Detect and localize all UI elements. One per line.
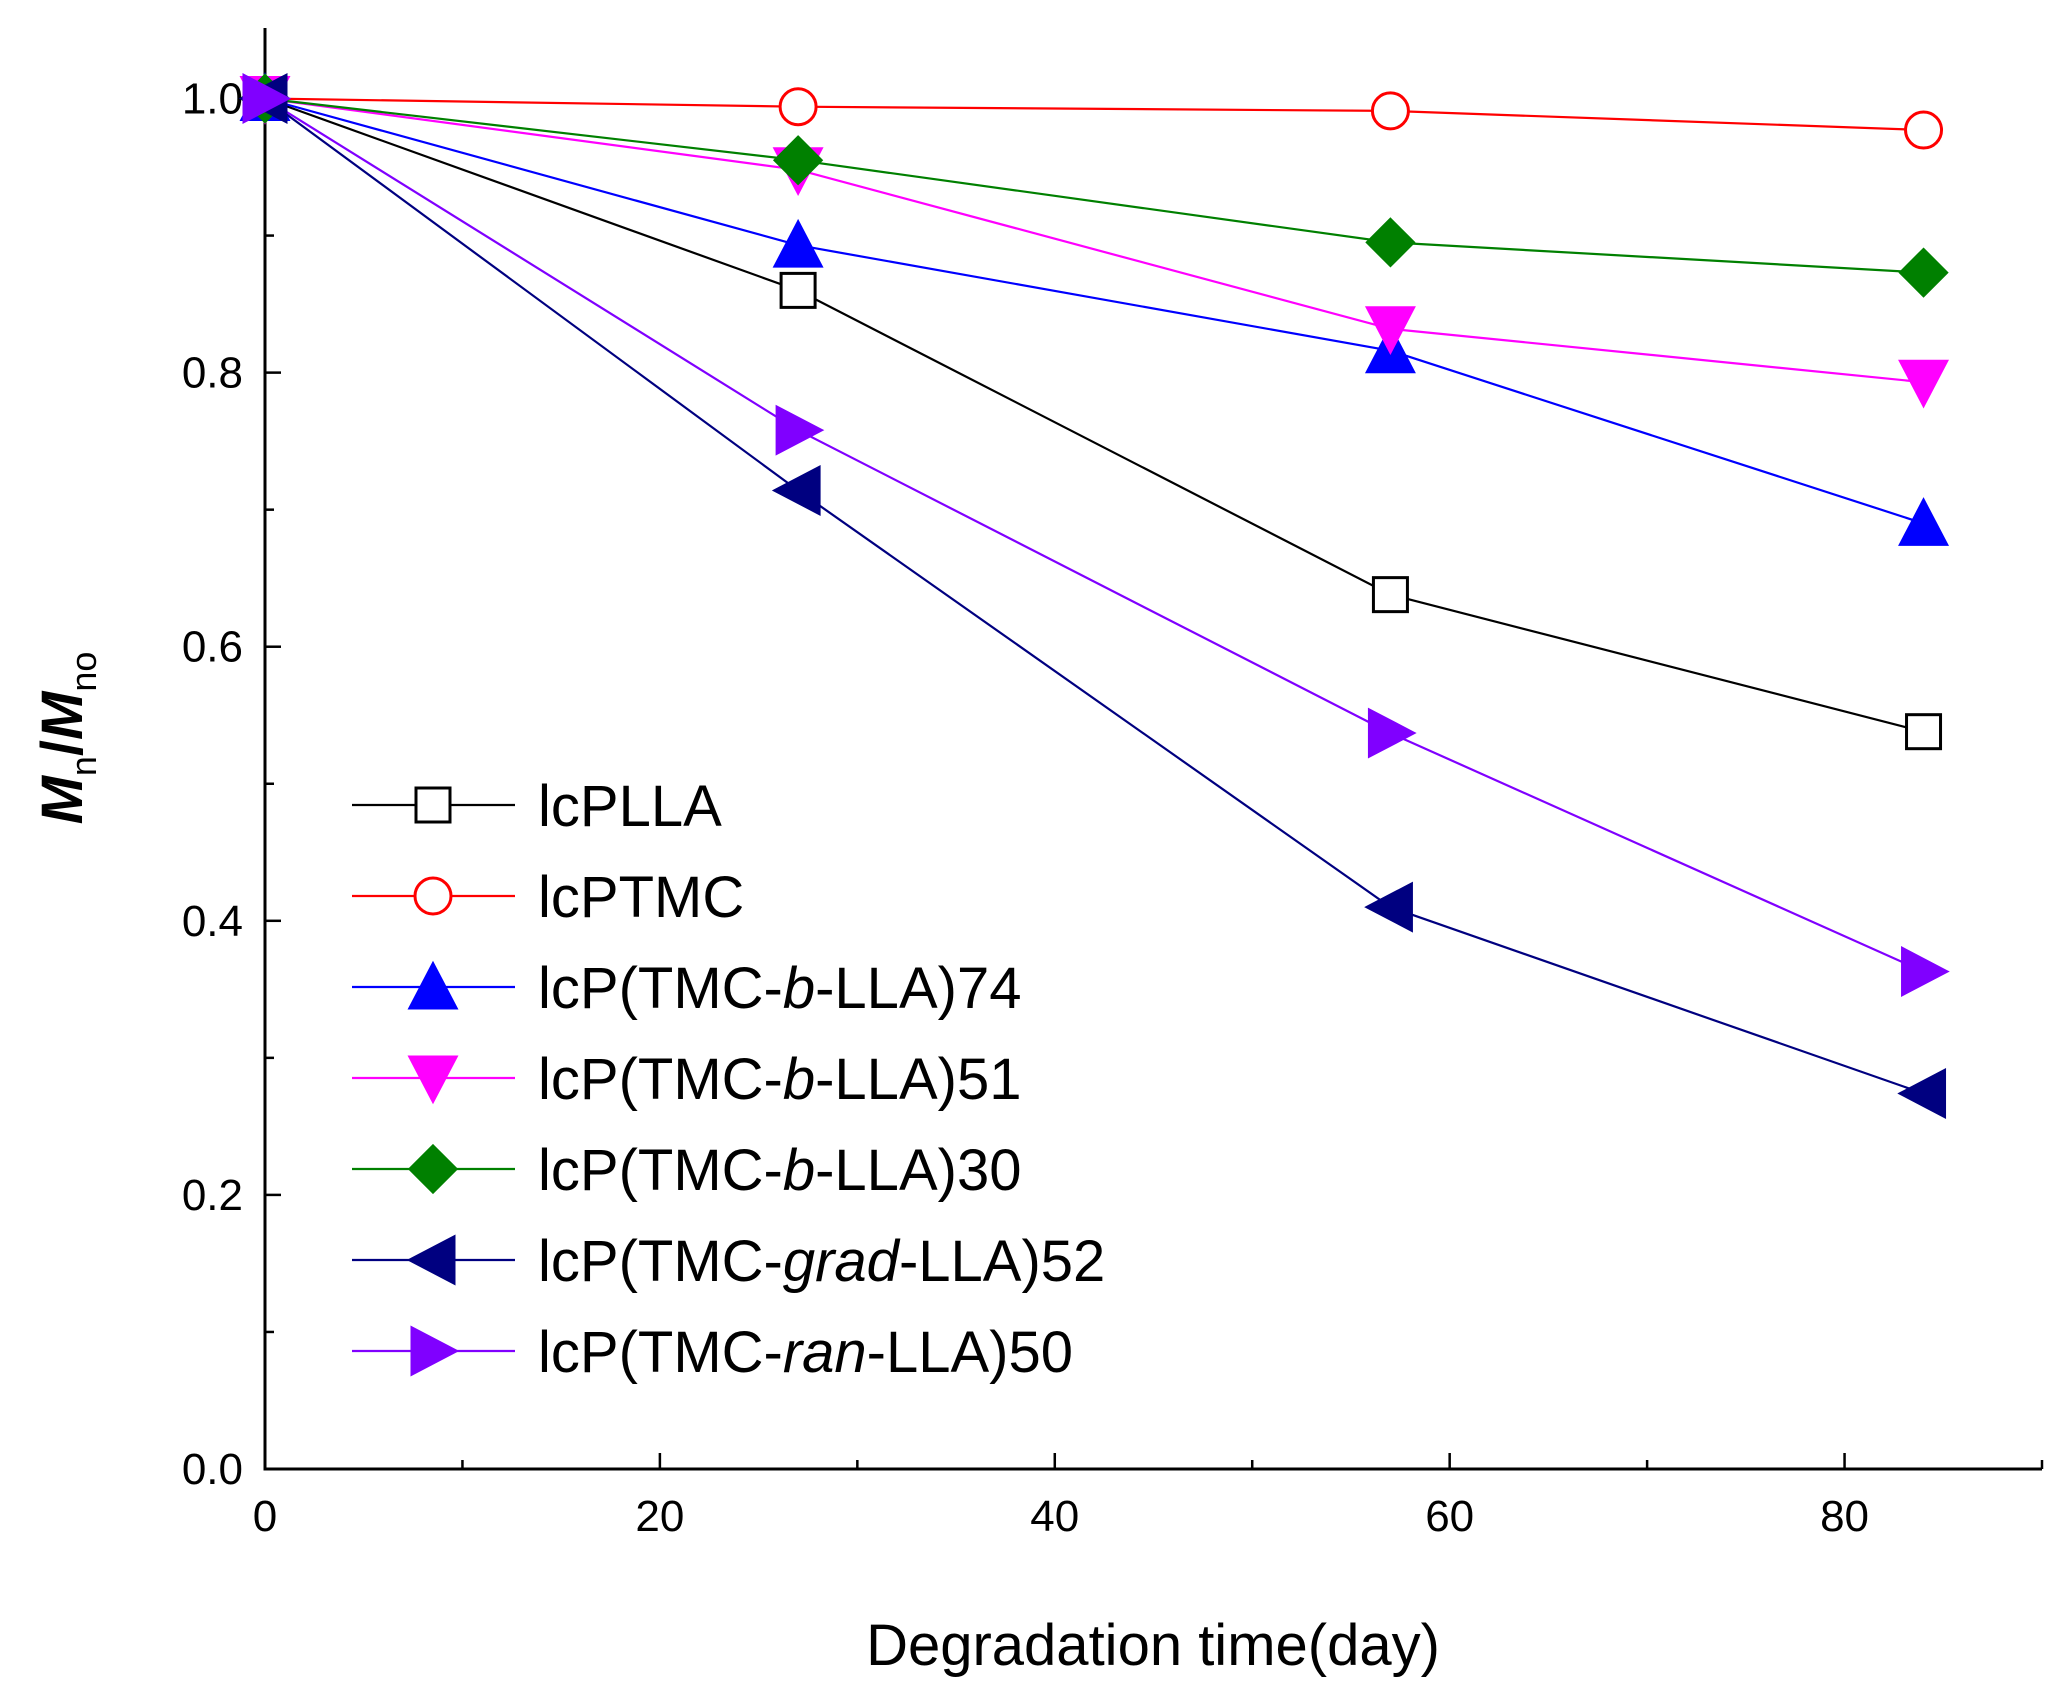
series-line-lcp-tmc-grad-lla-52: [264, 97, 1924, 1095]
legend-item-lcp-tmc-grad-lla-52: lcP(TMC-grad-LLA)52: [352, 1229, 1105, 1294]
data-point-lcptmc: [1370, 91, 1410, 131]
series-lines: [264, 97, 1924, 1095]
series-line-lcp-tmc-ran-lla-50: [264, 97, 1924, 973]
y-tick-label: 0.8: [182, 349, 243, 398]
legend-item-lcp-tmc-ran-lla-50: lcP(TMC-ran-LLA)50: [352, 1320, 1073, 1385]
legend-label: lcP(TMC-b-LLA)74: [538, 956, 1021, 1021]
data-point-lcp-tmc-ran-lla-50: [1367, 707, 1417, 759]
legend: lcPLLA lcPTMC lcP(TMC-b-LLA)74 lcP(TMC-b-LL…: [352, 774, 1105, 1385]
series-markers: [238, 72, 1950, 1119]
legend-label: lcP(TMC-grad-LLA)52: [538, 1229, 1105, 1294]
series-line-lcp-tmc-b-lla-74: [264, 97, 1924, 525]
series-line-lcplla: [264, 97, 1924, 733]
legend-label: lcP(TMC-b-LLA)30: [538, 1138, 1021, 1203]
series-line-lcp-tmc-b-lla-51: [264, 97, 1924, 384]
legend-marker: [410, 1325, 460, 1377]
series-line-lcptmc: [264, 97, 1924, 132]
data-point-lcp-tmc-b-lla-51: [1364, 306, 1416, 356]
data-point-lcp-tmc-b-lla-30: [772, 135, 824, 186]
legend-marker: [414, 786, 452, 824]
data-point-lcp-tmc-grad-lla-52: [771, 465, 821, 516]
y-tick-label: 0.4: [182, 897, 243, 946]
legend-marker: [407, 1055, 459, 1105]
x-tick-label: 20: [635, 1492, 684, 1541]
legend-item-lcp-tmc-b-lla-51: lcP(TMC-b-LLA)51: [352, 1047, 1021, 1112]
y-tick-label: 0.6: [182, 623, 243, 672]
legend-marker: [407, 960, 459, 1010]
legend-item-lcp-tmc-b-lla-30: lcP(TMC-b-LLA)30: [352, 1138, 1021, 1203]
data-point-lcp-tmc-b-lla-51: [1898, 359, 1950, 409]
y-tick-label: 0.0: [182, 1445, 243, 1494]
data-point-lcptmc: [778, 87, 818, 127]
legend-label: lcP(TMC-b-LLA)51: [538, 1047, 1021, 1112]
data-point-lcplla: [779, 271, 817, 309]
legend-marker: [406, 1234, 456, 1286]
legend-marker: [407, 1143, 459, 1195]
x-tick-label: 40: [1030, 1492, 1079, 1541]
legend-marker: [413, 876, 453, 916]
legend-label: lcP(TMC-ran-LLA)50: [538, 1320, 1073, 1385]
data-point-lcp-tmc-ran-lla-50: [242, 73, 292, 125]
data-point-lcplla: [1905, 713, 1943, 751]
x-tick-label: 80: [1820, 1492, 1869, 1541]
data-point-lcp-tmc-grad-lla-52: [1364, 881, 1413, 933]
data-point-lcp-tmc-ran-lla-50: [775, 404, 825, 456]
axes-layer: 0 20 40 60 80 0.0 0.2 0.4 0.6 0.8 1.0: [182, 28, 2044, 1541]
legend-label: lcPTMC: [538, 865, 744, 930]
data-point-lcplla: [1371, 576, 1409, 614]
x-tick-label: 60: [1425, 1492, 1474, 1541]
x-axis-title: Degradation time(day): [866, 1613, 1440, 1678]
legend-item-lcplla: lcPLLA: [352, 774, 722, 839]
legend-item-lcptmc: lcPTMC: [352, 865, 744, 930]
data-point-lcp-tmc-b-lla-30: [1898, 247, 1949, 298]
y-axis-title: Mn/Mno: [30, 652, 104, 825]
data-point-lcp-tmc-b-lla-74: [772, 218, 824, 268]
data-point-lcptmc: [1904, 110, 1944, 150]
series-line-lcp-tmc-b-lla-30: [264, 97, 1924, 274]
y-tick-label: 1.0: [182, 75, 243, 124]
legend-label: lcPLLA: [538, 774, 722, 839]
x-tick-label: 0: [253, 1492, 277, 1541]
data-point-lcp-tmc-ran-lla-50: [1901, 946, 1950, 997]
data-point-lcp-tmc-b-lla-30: [1365, 217, 1416, 268]
y-tick-label: 0.2: [182, 1171, 243, 1220]
data-point-lcp-tmc-b-lla-74: [1898, 497, 1950, 546]
data-point-lcp-tmc-grad-lla-52: [1897, 1068, 1947, 1119]
legend-item-lcp-tmc-b-lla-74: lcP(TMC-b-LLA)74: [352, 956, 1021, 1021]
